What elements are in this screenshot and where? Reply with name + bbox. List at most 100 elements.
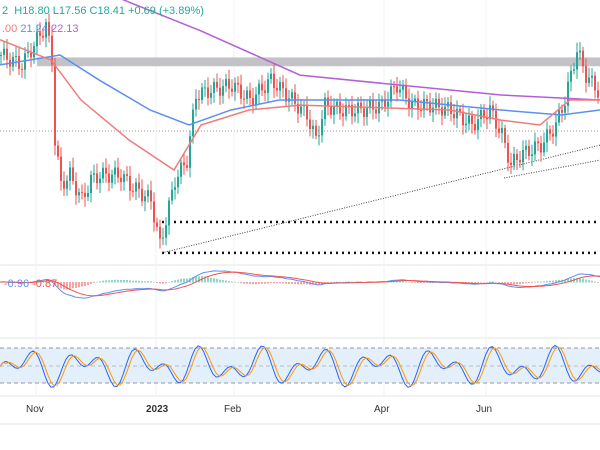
macd-histogram-bar — [114, 279, 116, 283]
candle — [480, 109, 482, 120]
macd-histogram-bar — [234, 281, 236, 283]
macd-histogram-bar — [420, 282, 422, 284]
macd-histogram-bar — [156, 282, 158, 283]
candle — [558, 109, 560, 123]
candle — [78, 192, 80, 196]
macd-histogram-bar — [582, 278, 584, 283]
candle — [528, 145, 530, 157]
candle — [267, 79, 269, 93]
candle — [423, 98, 425, 111]
candle — [66, 180, 68, 189]
candle — [234, 82, 236, 92]
candle — [471, 115, 473, 124]
macd-histogram-bar — [252, 282, 254, 285]
x-tick-label: Jun — [476, 404, 493, 415]
candle — [96, 173, 98, 184]
candle — [351, 104, 353, 117]
candle — [228, 79, 230, 89]
high-value: H18.80 — [14, 5, 50, 17]
macd-histogram-bar — [429, 282, 431, 284]
macd-histogram-bar — [516, 282, 518, 285]
candle — [591, 75, 593, 78]
candle — [75, 181, 77, 196]
ma-legend: .00 21.24 22.13 — [2, 23, 78, 35]
macd-histogram-bar — [291, 282, 293, 284]
candle — [156, 222, 158, 227]
candle — [573, 69, 575, 71]
candle — [492, 105, 494, 111]
macd-histogram-bar — [180, 278, 182, 283]
candle — [132, 190, 134, 192]
candle — [147, 190, 149, 197]
candle — [339, 101, 341, 114]
macd-histogram-bar — [261, 282, 263, 284]
candle — [81, 192, 83, 194]
macd-histogram-bar — [531, 282, 533, 283]
candle — [216, 81, 218, 88]
candle — [297, 103, 299, 114]
macd-histogram-bar — [591, 280, 593, 283]
macd-histogram-bar — [174, 280, 176, 283]
macd-histogram-bar — [96, 281, 98, 283]
candle — [162, 237, 164, 239]
candle — [366, 108, 368, 117]
macd-histogram-bar — [108, 280, 110, 283]
candle — [540, 143, 542, 153]
candle — [324, 97, 326, 120]
macd-histogram-bar — [522, 282, 524, 284]
candle — [300, 106, 302, 114]
candle — [282, 81, 284, 89]
macd-histogram-bar — [264, 282, 266, 284]
candle — [315, 125, 317, 136]
candle — [570, 70, 572, 82]
ohlc-legend: 2 H18.80 L17.56 C18.41 +0.69 (+3.89%) — [2, 5, 204, 17]
macd-histogram-bar — [243, 282, 245, 284]
candle — [186, 165, 188, 168]
trendline — [161, 144, 600, 254]
candle — [174, 187, 176, 190]
macd-histogram-bar — [576, 277, 578, 283]
macd-histogram-bar — [303, 282, 305, 285]
candle — [120, 177, 122, 183]
candle — [513, 153, 515, 166]
candle — [90, 174, 92, 194]
macd-histogram-bar — [60, 282, 62, 289]
candle — [27, 51, 29, 54]
candle — [390, 86, 392, 102]
macd-histogram-bar — [285, 282, 287, 284]
candle — [135, 182, 137, 192]
macd-histogram-bar — [480, 282, 482, 283]
candle — [153, 201, 155, 223]
candle — [69, 167, 71, 181]
macd-histogram-bar — [549, 280, 551, 283]
candle — [354, 113, 356, 117]
macd-histogram-bar — [75, 282, 77, 288]
candle — [393, 86, 395, 88]
candle — [42, 35, 44, 38]
x-tick-label: Nov — [26, 404, 44, 415]
macd-histogram-bar — [501, 282, 503, 283]
macd-legend: -0.96 -0.87 — [4, 278, 57, 290]
candle — [537, 141, 539, 144]
macd-histogram-bar — [57, 282, 59, 287]
candle — [72, 167, 74, 182]
candle — [189, 136, 191, 168]
macd-histogram-bar — [489, 281, 491, 283]
macd-histogram-bar — [270, 282, 272, 284]
macd-histogram-bar — [327, 282, 329, 283]
stoch-d-line — [0, 346, 600, 387]
macd-histogram-bar — [528, 282, 530, 284]
candle — [84, 192, 86, 197]
macd-histogram-bar — [474, 282, 476, 284]
candle — [114, 167, 116, 175]
candle — [450, 102, 452, 114]
candle — [276, 88, 278, 91]
candle — [318, 135, 320, 137]
candle — [210, 92, 212, 98]
candle — [342, 113, 344, 117]
candle — [363, 108, 365, 117]
candle — [93, 173, 95, 175]
macd-histogram-bar — [117, 279, 119, 283]
x-tick-label: 2023 — [146, 404, 169, 415]
